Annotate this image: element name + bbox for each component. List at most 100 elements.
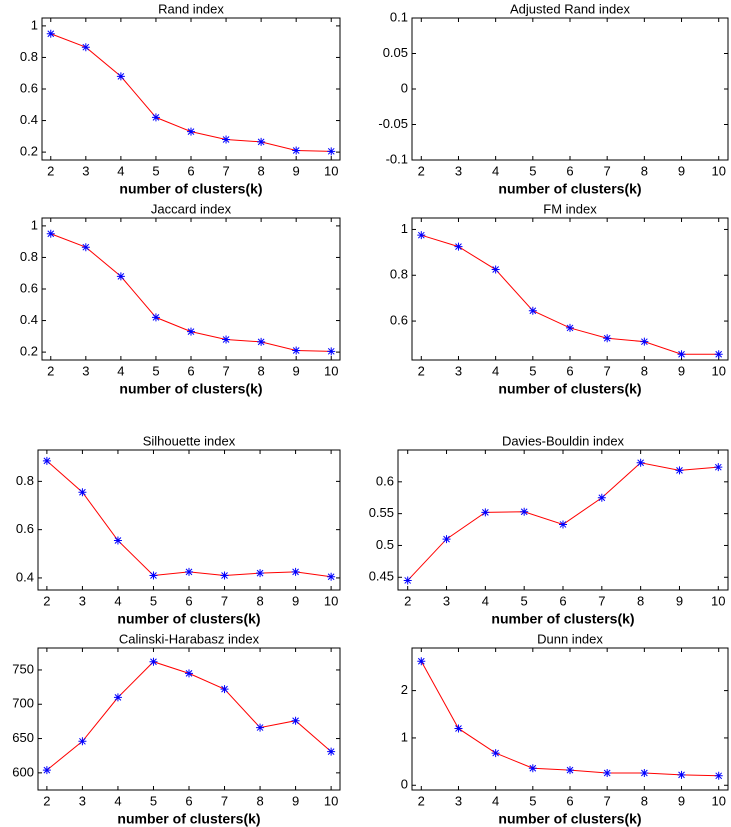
x-tick-label: 6 (185, 793, 192, 808)
y-tick-label: 0.45 (369, 569, 394, 584)
marker (42, 456, 51, 465)
y-tick-label: 0.8 (390, 267, 408, 282)
marker (256, 569, 265, 578)
marker (257, 337, 266, 346)
x-tick-label: 4 (114, 593, 121, 608)
marker (292, 146, 301, 155)
marker (597, 493, 606, 502)
marker (714, 463, 723, 472)
marker (81, 43, 90, 52)
x-tick-label: 4 (492, 163, 499, 178)
y-tick-label: 600 (12, 764, 34, 779)
x-axis-label: number of clusters(k) (491, 611, 634, 627)
marker (636, 458, 645, 467)
subplot: Adjusted Rand index number of clusters(k)… (378, 1, 729, 197)
x-tick-label: 6 (566, 163, 573, 178)
y-tick-label: 750 (12, 661, 34, 676)
y-tick-label: 0.5 (376, 537, 394, 552)
marker (187, 327, 195, 336)
x-tick-label: 9 (678, 163, 685, 178)
x-tick-label: 8 (256, 793, 263, 808)
y-tick-label: 0.4 (16, 569, 34, 584)
subplot-title: Davies-Bouldin index (502, 433, 625, 448)
y-tick-label: 0.2 (20, 144, 38, 159)
marker (454, 724, 463, 733)
marker (116, 272, 125, 281)
x-tick-label: 6 (185, 593, 192, 608)
x-tick-label: 9 (293, 363, 300, 378)
marker (256, 723, 265, 732)
axes-box (41, 17, 341, 161)
x-tick-label: 4 (492, 793, 499, 808)
axes-box (411, 217, 729, 361)
series-line (420, 661, 719, 777)
marker (220, 685, 229, 694)
x-tick-label: 3 (455, 363, 462, 378)
x-tick-label: 4 (492, 363, 499, 378)
x-tick-label: 5 (152, 363, 159, 378)
marker (257, 137, 266, 146)
x-tick-label: 8 (256, 593, 263, 608)
axes-box (37, 647, 341, 791)
marker (675, 466, 684, 475)
series-line (46, 460, 332, 578)
marker (327, 147, 336, 156)
marker (442, 535, 451, 544)
y-tick-label: 1 (401, 221, 408, 236)
y-tick-label: 0.8 (20, 49, 38, 64)
x-tick-label: 3 (82, 363, 89, 378)
x-tick-label: 8 (258, 163, 265, 178)
x-tick-label: 2 (418, 163, 425, 178)
y-tick-label: 1 (401, 729, 408, 744)
y-tick-label: 0.8 (20, 249, 38, 264)
marker (116, 72, 125, 81)
x-tick-label: 2 (404, 593, 411, 608)
x-tick-label: 5 (529, 163, 536, 178)
x-axis-label: number of clusters(k) (498, 381, 641, 397)
marker (42, 766, 51, 775)
marker (185, 669, 193, 678)
marker (291, 567, 300, 576)
marker (481, 508, 490, 517)
x-tick-label: 5 (529, 793, 536, 808)
x-axis-label: number of clusters(k) (498, 811, 641, 827)
x-tick-label: 5 (529, 363, 536, 378)
subplot-title: Jaccard index (151, 201, 232, 216)
y-tick-label: 0.05 (383, 45, 408, 60)
marker (78, 488, 87, 497)
marker (187, 127, 195, 136)
x-tick-label: 2 (418, 363, 425, 378)
marker (603, 334, 612, 343)
marker (528, 306, 537, 315)
subplot-title: Silhouette index (143, 433, 236, 448)
marker (714, 350, 723, 359)
x-tick-label: 2 (47, 163, 54, 178)
x-tick-label: 7 (221, 593, 228, 608)
x-tick-label: 3 (79, 793, 86, 808)
x-tick-label: 2 (47, 363, 54, 378)
x-tick-label: 7 (604, 163, 611, 178)
y-tick-label: 2 (401, 682, 408, 697)
marker (149, 571, 158, 580)
subplot-title: Adjusted Rand index (510, 1, 630, 16)
x-tick-label: 10 (324, 793, 338, 808)
y-tick-label: 0.4 (20, 112, 38, 127)
subplot: Silhouette index number of clusters(k) 2 3 4… (16, 433, 341, 627)
x-tick-label: 9 (292, 593, 299, 608)
marker (454, 242, 463, 251)
axes-box (41, 217, 341, 361)
subplot-title: Dunn index (537, 631, 603, 646)
marker (714, 771, 723, 780)
x-tick-label: 10 (711, 363, 725, 378)
marker (677, 350, 686, 359)
marker (113, 693, 122, 702)
y-tick-label: 0.6 (376, 473, 394, 488)
subplot-title: Rand index (158, 1, 224, 16)
y-tick-label: 0.6 (20, 80, 38, 95)
subplot: Davies-Bouldin index number of clusters(k… (369, 433, 729, 627)
y-tick-label: 1 (31, 17, 38, 32)
axes-box (37, 449, 341, 591)
marker (222, 335, 231, 344)
marker (46, 29, 55, 38)
